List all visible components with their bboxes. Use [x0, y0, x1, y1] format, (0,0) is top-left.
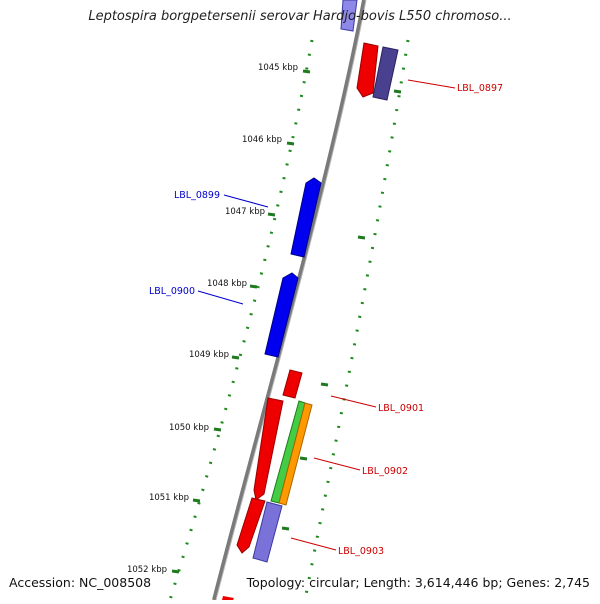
tick-label: 1046 kbp: [242, 135, 282, 145]
gene-label-lbl-0902[interactable]: LBL_0902: [362, 466, 408, 477]
tick-label: 1045 kbp: [258, 63, 298, 73]
gene-lbl-0899: [290, 177, 322, 258]
gene-lbl-0897-red: [356, 42, 379, 98]
tick-label: 1052 kbp: [127, 565, 167, 575]
map-title: Leptospira borgpetersenii serovar Hardjo…: [88, 9, 512, 24]
gene-features: [222, 0, 399, 600]
tick-mark: [320, 382, 329, 387]
tick-label: 1049 kbp: [189, 350, 229, 360]
tick-mark: [213, 427, 222, 432]
tick-label: 1051 kbp: [149, 493, 189, 503]
leader-lbl-0900: [197, 290, 244, 305]
accession-text: Accession: NC_008508: [9, 575, 152, 590]
tick-mark: [357, 235, 366, 240]
tick-mark: [231, 355, 240, 360]
genome-summary-text: Topology: circular; Length: 3,614,446 bp…: [246, 575, 590, 590]
leader-lbl-0899: [223, 194, 269, 208]
tick-mark: [281, 526, 290, 531]
tick-mark: [249, 284, 258, 289]
gene-label-lbl-0901[interactable]: LBL_0901: [378, 403, 424, 414]
outer-dotted-track: [303, 39, 410, 601]
leader-lines: [197, 79, 456, 551]
gene-label-lbl-0899[interactable]: LBL_0899: [174, 190, 220, 201]
tick-mark: [192, 498, 201, 503]
leader-lbl-0897: [407, 79, 456, 89]
gene-lbl-0900: [264, 272, 299, 358]
tick-mark: [286, 141, 295, 146]
tick-label: 1047 kbp: [225, 207, 265, 217]
inner-dotted-track: [168, 39, 314, 601]
gene-bottom-partial: [222, 596, 234, 600]
gene-lbl-0897-slate: [372, 46, 399, 101]
leader-lbl-0903: [290, 537, 337, 551]
tick-mark: [393, 89, 402, 94]
gene-lbl-0903-red: [236, 497, 266, 554]
gene-lbl-0903-lavender: [252, 501, 283, 563]
gene-label-lbl-0897[interactable]: LBL_0897: [457, 83, 503, 94]
tick-label: 1048 kbp: [207, 279, 247, 289]
leader-lbl-0901: [330, 395, 377, 408]
tick-mark: [171, 569, 180, 574]
tick-label: 1050 kbp: [169, 423, 209, 433]
gene-label-lbl-0900[interactable]: LBL_0900: [149, 286, 195, 297]
gene-label-lbl-0903[interactable]: LBL_0903: [338, 546, 384, 557]
tick-mark: [302, 69, 311, 74]
tick-mark: [299, 456, 308, 461]
backbone-line: [212, 0, 366, 601]
ruler-ticks: [171, 69, 402, 574]
tick-mark: [267, 212, 276, 217]
gene-lbl-0901-red-b: [253, 397, 284, 501]
gene-lbl-0902-orange: [278, 402, 313, 506]
backbone-highlight: [215, 0, 367, 601]
leader-lbl-0902: [313, 457, 361, 471]
gene-top-partial: [340, 0, 358, 32]
gene-lbl-0901-red-a: [282, 369, 303, 399]
